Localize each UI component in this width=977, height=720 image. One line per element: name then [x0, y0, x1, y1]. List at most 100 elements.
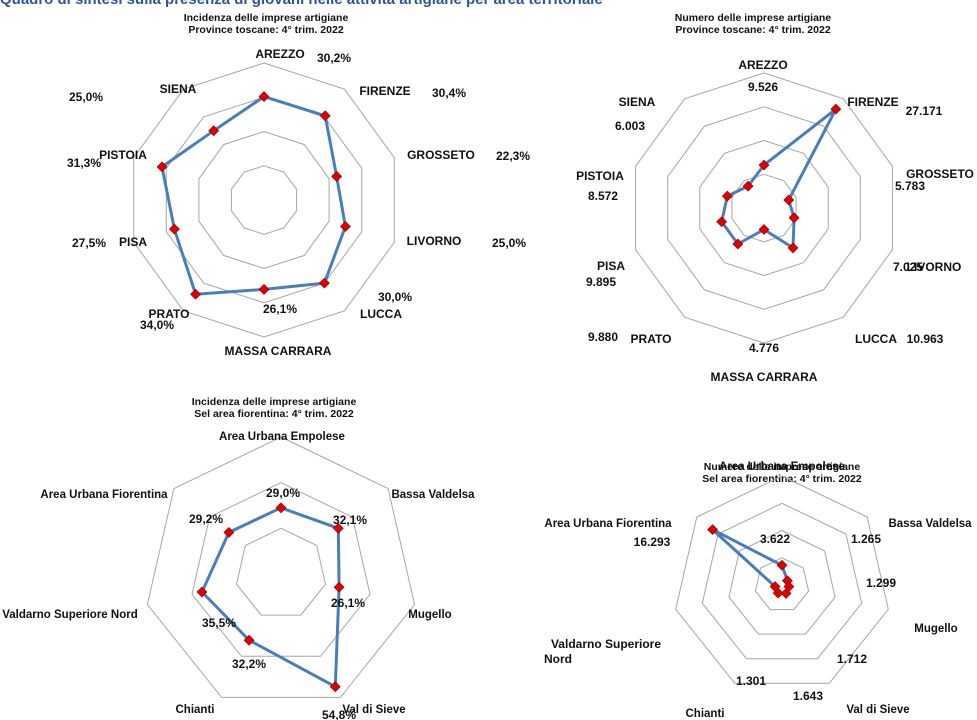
data-label-pisa: 27,5%: [72, 236, 106, 250]
data-point-pisa: [169, 224, 179, 234]
axis-label-firenze: FIRENZE: [359, 84, 410, 98]
data-point-prato: [191, 289, 201, 299]
axis-label-massa-carrara: MASSA CARRARA: [225, 344, 332, 358]
chart-title-line: Province toscane: 4° trim. 2022: [188, 24, 344, 36]
axis-label-massa-carrara: MASSA CARRARA: [711, 370, 818, 384]
data-label-bassa-valdelsa: 1.265: [851, 532, 881, 546]
data-label-valdarno-superiore-nord: 1.301: [736, 674, 766, 688]
axis-label-chianti: Chianti: [686, 708, 725, 720]
grid-ring: [166, 97, 361, 302]
data-label-area-urbana-fiorentina: 16.293: [634, 535, 671, 549]
data-point-area-urbana-empolese: [276, 503, 286, 513]
axis-label-lucca: LUCCA: [855, 332, 897, 346]
data-point-grosseto: [784, 195, 794, 205]
data-label-massa-carrara: 26,1%: [263, 302, 297, 316]
data-label-livorno: 7.025: [893, 260, 923, 274]
data-label-chianti: 32,2%: [232, 657, 266, 671]
chart-title-line: Incidenza delle imprese artigiane: [192, 396, 357, 408]
data-label-firenze: 27.171: [906, 104, 943, 118]
axis-label-lucca: LUCCA: [360, 307, 402, 321]
data-label-grosseto: 22,3%: [496, 149, 530, 163]
axis-label-arezzo: AREZZO: [255, 47, 304, 61]
chart-title: Incidenza delle imprese artigianeProvinc…: [184, 12, 349, 36]
axis-label-pistoia: PISTOIA: [576, 169, 624, 183]
data-label-pisa: 9.895: [586, 275, 616, 289]
data-label-grosseto: 5.783: [895, 179, 925, 193]
data-point-grosseto: [332, 171, 342, 181]
axis-label-bassa-valdelsa: Bassa Valdelsa: [888, 518, 972, 530]
axis-label-val-di-sieve: Val di Sieve: [846, 704, 909, 716]
axis-label-mugello: Mugello: [914, 623, 957, 635]
axis-label-pisa: PISA: [119, 235, 147, 249]
grid-ring: [636, 73, 893, 343]
data-label-firenze: 30,4%: [432, 86, 466, 100]
grid-ring: [237, 528, 326, 615]
data-label-bassa-valdelsa: 32,1%: [333, 513, 367, 527]
data-label-area-urbana-empolese: 29,0%: [266, 486, 300, 500]
axis-label-pisa: PISA: [597, 259, 625, 273]
axis-label-siena: SIENA: [160, 82, 197, 96]
axis-label-area-urbana-empolese: Area Urbana Empolese: [719, 461, 845, 473]
data-label-siena: 6.003: [615, 119, 645, 133]
data-point-pistoia: [722, 191, 732, 201]
data-point-livorno: [789, 213, 799, 223]
axis-label-area-urbana-fiorentina: Area Urbana Fiorentina: [544, 518, 672, 530]
data-label-val-di-sieve: 1.712: [837, 652, 867, 666]
grid-ring: [702, 503, 861, 658]
axis-label-prato: PRATO: [631, 332, 672, 346]
chart-title-line: Incidenza delle imprese artigiane: [184, 12, 349, 24]
data-label-massa-carrara: 4.776: [749, 341, 779, 355]
series-line: [202, 508, 339, 687]
grid-ring: [668, 107, 861, 309]
axis-label-firenze: FIRENZE: [847, 95, 898, 109]
data-point-lucca: [319, 278, 329, 288]
chart-title-line: Sel area fiorentina: 4° trim. 2022: [194, 408, 354, 420]
axis-label-siena: SIENA: [619, 95, 656, 109]
data-point-mugello: [334, 582, 344, 592]
data-label-arezzo: 9.526: [748, 80, 778, 94]
data-label-area-urbana-fiorentina: 29,2%: [189, 512, 223, 526]
data-point-area-urbana-fiorentina: [224, 527, 234, 537]
grid-ring: [199, 132, 329, 269]
axis-label-mugello: Mugello: [408, 609, 451, 621]
data-label-lucca: 30,0%: [378, 290, 412, 304]
grid-ring: [231, 166, 296, 235]
data-label-pistoia: 31,3%: [67, 156, 101, 170]
radar-grid: [134, 63, 395, 337]
axis-label-area-urbana-fiorentina: Area Urbana Fiorentina: [40, 489, 168, 501]
data-label-mugello: 26,1%: [331, 596, 365, 610]
data-label-mugello: 1.299: [866, 576, 896, 590]
data-point-livorno: [340, 221, 350, 231]
axis-label-arezzo: AREZZO: [738, 58, 787, 72]
axis-label-grosseto: GROSSETO: [407, 148, 475, 162]
data-label-chianti: 1.643: [793, 689, 823, 703]
data-label-prato: 34,0%: [140, 318, 174, 332]
axis-label-valdarno-superiore-nord: Valdarno Superiore Nord: [2, 609, 137, 621]
data-label-area-urbana-empolese: 3.622: [760, 532, 790, 546]
data-label-val-di-sieve: 54,8%: [322, 708, 356, 720]
axis-label-livorno: LIVORNO: [407, 234, 462, 248]
chart-title-line: Numero delle imprese artigiane: [675, 12, 832, 24]
data-point-firenze: [320, 111, 330, 121]
radar-grid: [636, 73, 893, 343]
data-label-valdarno-superiore-nord: 35,5%: [202, 616, 236, 630]
data-point-area-urbana-empolese: [777, 560, 787, 570]
data-label-livorno: 25,0%: [492, 236, 526, 250]
chart-title-line: Province toscane: 4° trim. 2022: [675, 24, 831, 36]
axis-label-area-urbana-empolese: Area Urbana Empolese: [219, 431, 345, 443]
data-label-lucca: 10.963: [907, 332, 944, 346]
axis-label-bassa-valdelsa: Bassa Valdelsa: [391, 489, 475, 501]
radar-chart-1: Incidenza delle imprese artigianeProvinc…: [67, 12, 530, 358]
data-label-prato: 9.880: [588, 330, 618, 344]
axis-label-chianti: Chianti: [176, 704, 215, 716]
axis-label-valdarno-superiore-nord: Valdarno Superiore Nord: [544, 637, 661, 666]
data-label-arezzo: 30,2%: [317, 51, 351, 65]
chart-title-line: Sel area fiorentina: 4° trim. 2022: [702, 473, 862, 485]
data-point-massa-carrara: [259, 284, 269, 294]
